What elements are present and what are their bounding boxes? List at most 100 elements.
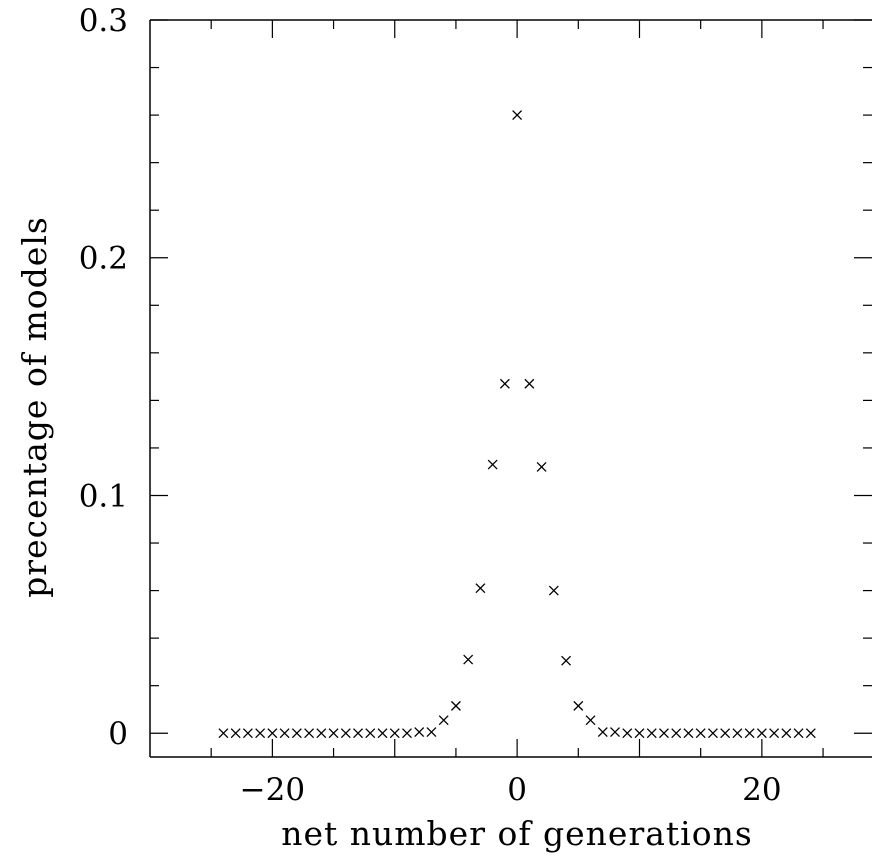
data-point-stroke xyxy=(781,728,792,739)
data-point xyxy=(291,728,302,739)
y-tick-label: 0.1 xyxy=(79,478,128,514)
data-point-stroke xyxy=(487,459,498,470)
data-point-stroke xyxy=(402,728,412,739)
data-point-stroke xyxy=(720,728,731,739)
data-point xyxy=(671,728,682,739)
data-point xyxy=(720,728,731,739)
data-point-stroke xyxy=(671,728,682,739)
data-point-stroke xyxy=(561,655,572,666)
data-point xyxy=(499,378,510,389)
data-point-stroke xyxy=(463,654,474,665)
data-point-stroke xyxy=(744,728,755,739)
data-point-stroke xyxy=(512,110,523,121)
data-point xyxy=(646,728,657,739)
data-point-stroke xyxy=(279,728,290,739)
data-point-stroke xyxy=(622,728,633,739)
data-point-stroke xyxy=(450,700,461,711)
data-point xyxy=(450,700,461,711)
data-point-stroke xyxy=(659,728,669,739)
x-axis-title: net number of generations xyxy=(281,814,753,853)
data-point-stroke xyxy=(646,728,657,739)
data-point-stroke xyxy=(524,378,535,389)
data-point xyxy=(781,728,792,739)
data-point xyxy=(585,715,596,726)
data-point-stroke xyxy=(597,727,608,737)
data-point xyxy=(230,728,241,739)
data-point xyxy=(463,654,474,665)
x-tick-label: 20 xyxy=(742,772,781,808)
axes xyxy=(149,19,872,758)
data-point-stroke xyxy=(365,728,376,739)
data-point-stroke xyxy=(634,728,645,739)
data-point xyxy=(707,728,718,739)
data-point-stroke xyxy=(377,728,388,739)
y-axis-title: precentage of models xyxy=(15,216,54,598)
data-point xyxy=(365,728,376,739)
data-point xyxy=(304,728,315,739)
data-point-stroke xyxy=(573,700,584,711)
data-point xyxy=(402,728,412,739)
data-point xyxy=(659,728,669,739)
data-point-stroke xyxy=(695,728,706,739)
data-point-stroke xyxy=(475,583,486,594)
data-point xyxy=(756,728,767,739)
data-point xyxy=(805,728,816,739)
data-point xyxy=(340,728,351,739)
data-point xyxy=(279,728,290,739)
data-point xyxy=(255,728,266,739)
data-point xyxy=(769,728,780,739)
data-point xyxy=(267,728,278,739)
data-point-stroke xyxy=(732,728,743,739)
data-point-stroke xyxy=(756,728,767,739)
data-point xyxy=(634,728,645,739)
data-point-stroke xyxy=(255,728,266,739)
data-point xyxy=(414,727,425,737)
data-point xyxy=(683,728,694,739)
data-point-stroke xyxy=(340,728,351,739)
data-point xyxy=(218,728,229,739)
data-point-stroke xyxy=(610,727,620,737)
data-point xyxy=(512,110,523,121)
data-point-stroke xyxy=(793,728,804,739)
data-point xyxy=(744,728,755,739)
data-point-stroke xyxy=(769,728,780,739)
data-point-stroke xyxy=(389,728,400,739)
data-point-stroke xyxy=(438,715,449,726)
data-point xyxy=(695,728,706,739)
y-tick-label: 0.3 xyxy=(79,3,128,39)
data-point-stroke xyxy=(328,728,339,739)
data-point-stroke xyxy=(230,728,241,739)
data-point-stroke xyxy=(683,728,694,739)
data-point-stroke xyxy=(291,728,302,739)
data-points xyxy=(218,110,816,739)
x-tick-label: 0 xyxy=(507,772,527,808)
data-point-stroke xyxy=(218,728,229,739)
data-point xyxy=(353,728,363,739)
data-point-stroke xyxy=(805,728,816,739)
y-tick-label: 0.2 xyxy=(79,241,128,277)
data-point xyxy=(426,727,437,737)
data-point-stroke xyxy=(585,715,596,726)
data-point-stroke xyxy=(414,727,425,737)
data-point xyxy=(377,728,388,739)
data-point xyxy=(732,728,743,739)
data-point xyxy=(548,585,559,596)
data-point-stroke xyxy=(316,728,327,739)
data-point xyxy=(487,459,498,470)
data-point-stroke xyxy=(426,727,437,737)
y-tick-label: 0 xyxy=(108,716,128,752)
data-point xyxy=(438,715,449,726)
data-point xyxy=(622,728,633,739)
data-point-stroke xyxy=(499,378,510,389)
data-point-stroke xyxy=(242,728,253,739)
data-point xyxy=(561,655,572,666)
data-point xyxy=(524,378,535,389)
data-point-stroke xyxy=(548,585,559,596)
data-point xyxy=(389,728,400,739)
data-point xyxy=(597,727,608,737)
data-point-stroke xyxy=(536,461,547,472)
data-point-stroke xyxy=(353,728,363,739)
data-point xyxy=(242,728,253,739)
data-point xyxy=(316,728,327,739)
